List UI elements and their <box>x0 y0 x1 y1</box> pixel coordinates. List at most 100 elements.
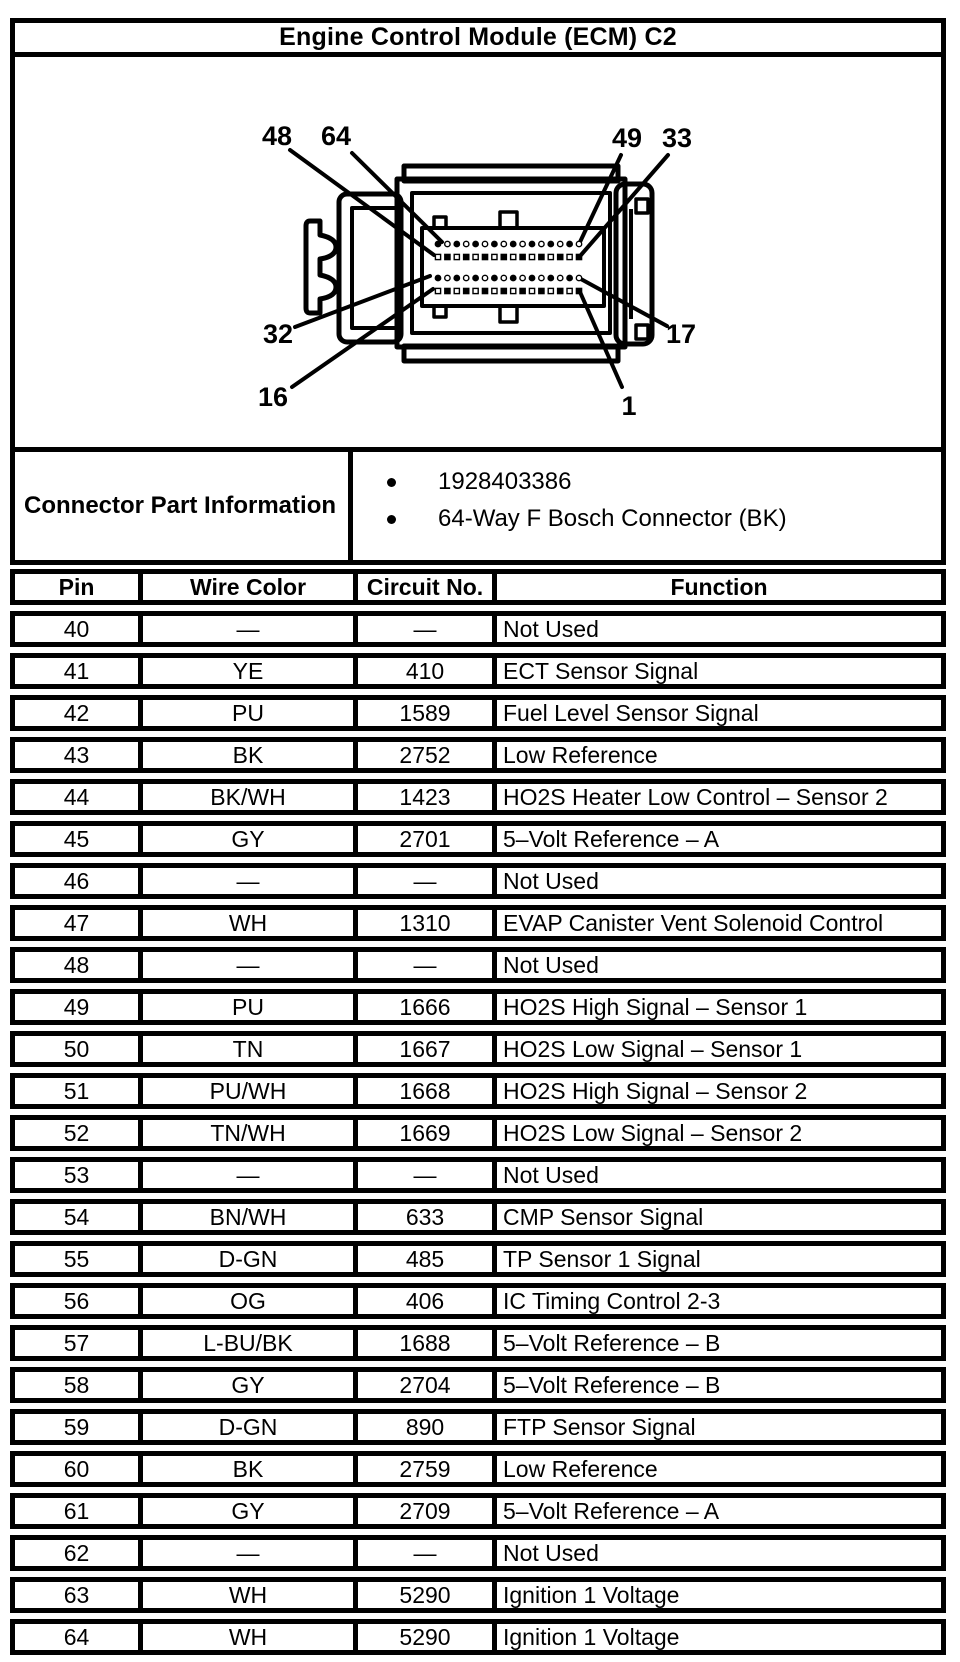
pin-dot <box>462 287 470 295</box>
cell-function: Ignition 1 Voltage <box>503 1624 680 1650</box>
pin-dot <box>538 240 545 248</box>
cell-pin: 40 <box>15 616 143 642</box>
pin-dot <box>528 253 536 261</box>
cell-circuit-no: 1688 <box>358 1330 497 1356</box>
bullet-item: 1928403386 <box>387 468 931 496</box>
pin-dot <box>462 240 470 248</box>
pin-dot <box>481 240 489 248</box>
cell-wire-color: — <box>143 616 358 642</box>
header-circuit-no: Circuit No. <box>358 574 497 600</box>
cell-wire-color: PU/WH <box>143 1078 358 1104</box>
cell-pin: 61 <box>15 1498 143 1524</box>
cell-pin: 52 <box>15 1120 143 1146</box>
pin-dot <box>547 287 555 295</box>
pin-dot <box>444 287 451 295</box>
leader-line-16 <box>290 287 435 389</box>
cell-function: 5–Volt Reference – A <box>503 826 720 852</box>
cell-wire-color: L-BU/BK <box>143 1330 358 1356</box>
pin-dot <box>538 287 545 295</box>
cell-pin: 60 <box>15 1456 143 1482</box>
table-row: 44 BK/WH 1423 HO2S Heater Low Control – … <box>10 779 946 815</box>
cell-function: Low Reference <box>503 1456 658 1482</box>
cell-pin: 49 <box>15 994 143 1020</box>
cell-wire-color: OG <box>143 1288 358 1314</box>
pin-dot <box>434 274 442 282</box>
table-row: 55 D-GN 485 TP Sensor 1 Signal <box>10 1241 946 1277</box>
cell-wire-color: GY <box>143 1372 358 1398</box>
pin-dot <box>491 253 498 261</box>
cell-circuit-no: 890 <box>358 1414 497 1440</box>
cell-function: EVAP Canister Vent Solenoid Control <box>503 910 884 936</box>
table-row: 57 L-BU/BK 1688 5–Volt Reference – B <box>10 1325 946 1361</box>
pin-dot <box>453 287 461 295</box>
pin-dot <box>556 287 564 295</box>
table-row: 41 YE 410 ECT Sensor Signal <box>10 653 946 689</box>
pin-dot <box>528 240 536 248</box>
cell-wire-color: — <box>143 1540 358 1566</box>
cell-function: Not Used <box>503 952 599 978</box>
cell-pin: 54 <box>15 1204 143 1230</box>
cell-circuit-no: 1310 <box>358 910 497 936</box>
pin-label-16: 16 <box>258 382 288 412</box>
cell-function: Fuel Level Sensor Signal <box>503 700 759 726</box>
pin-dot <box>519 287 526 295</box>
pin-dot <box>491 287 498 295</box>
cell-wire-color: BK <box>143 1456 358 1482</box>
pin-dot <box>453 253 461 261</box>
housing-main <box>394 176 628 350</box>
pin-dot <box>434 287 442 295</box>
cell-pin: 53 <box>15 1162 143 1188</box>
pin-dot <box>528 274 536 282</box>
cell-wire-color: — <box>143 1162 358 1188</box>
cell-circuit-no: 1668 <box>358 1078 497 1104</box>
cell-wire-color: GY <box>143 1498 358 1524</box>
cell-circuit-no: 5290 <box>358 1582 497 1608</box>
connector-housing <box>303 163 655 364</box>
pin-dot <box>472 274 479 282</box>
leader-line-49 <box>578 153 623 244</box>
cell-pin: 47 <box>15 910 143 936</box>
cell-function: HO2S High Signal – Sensor 1 <box>503 994 808 1020</box>
cell-function: HO2S Heater Low Control – Sensor 2 <box>503 784 888 810</box>
cell-pin: 62 <box>15 1540 143 1566</box>
pin-dot <box>519 274 526 282</box>
pin-dot <box>547 253 555 261</box>
cell-circuit-no: 1589 <box>358 700 497 726</box>
cell-wire-color: GY <box>143 826 358 852</box>
bullet-item: 64-Way F Bosch Connector (BK) <box>387 505 931 533</box>
pin-dot <box>462 274 470 282</box>
cell-wire-color: — <box>143 868 358 894</box>
pin-dot <box>547 240 555 248</box>
pin-dot <box>509 274 517 282</box>
pin-dot <box>556 274 564 282</box>
cell-function: Not Used <box>503 1162 599 1188</box>
cell-circuit-no: — <box>358 868 497 894</box>
cell-circuit-no: — <box>358 952 497 978</box>
key-tab-top-2 <box>498 210 519 230</box>
pin-dot <box>509 240 517 248</box>
table-row: 59 D-GN 890 FTP Sensor Signal <box>10 1409 946 1445</box>
cell-wire-color: BK <box>143 742 358 768</box>
cell-pin: 45 <box>15 826 143 852</box>
pin-dot <box>453 240 461 248</box>
pin-dot <box>481 253 489 261</box>
cell-pin: 41 <box>15 658 143 684</box>
bullet-icon <box>387 514 396 524</box>
pin-dot <box>481 274 489 282</box>
pin-dot <box>556 240 564 248</box>
cell-function: Not Used <box>503 868 599 894</box>
key-tab-bottom-2 <box>498 304 519 324</box>
cell-circuit-no: 2701 <box>358 826 497 852</box>
cell-function: Low Reference <box>503 742 658 768</box>
pin-dot <box>566 253 573 261</box>
cell-pin: 55 <box>15 1246 143 1272</box>
key-tab-bottom-1 <box>432 304 448 319</box>
cell-function: 5–Volt Reference – B <box>503 1330 721 1356</box>
pin-dot <box>500 287 508 295</box>
pin-dot <box>575 253 583 261</box>
leader-lines <box>288 148 670 389</box>
pin-dot <box>519 240 526 248</box>
connector-part-information-label: Connector Part Information <box>10 447 353 565</box>
right-cap-tab-bottom <box>634 323 650 341</box>
connector-part-information-values: 1928403386 64-Way F Bosch Connector (BK) <box>348 447 946 565</box>
